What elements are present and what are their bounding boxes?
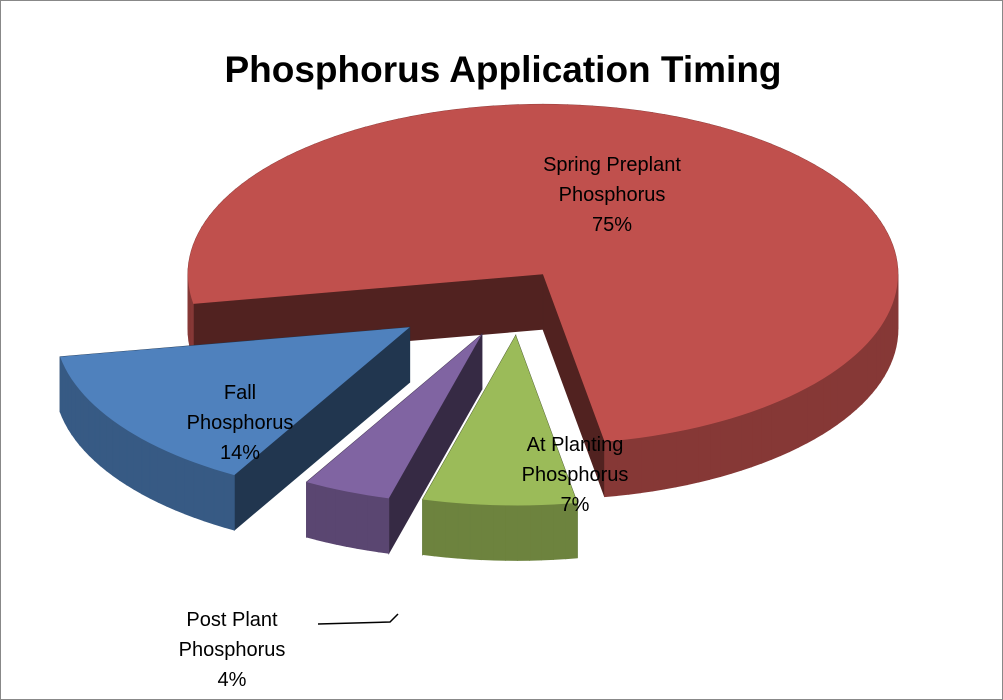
slice-side xyxy=(377,496,390,554)
slice-side xyxy=(315,484,327,543)
slice-side xyxy=(469,503,483,561)
slice-side xyxy=(71,377,76,441)
pie-slice xyxy=(187,103,899,498)
slice-side xyxy=(133,433,143,495)
slice-side xyxy=(99,409,107,472)
slice-side xyxy=(866,336,873,400)
category-label: Post Plant Phosphorus xyxy=(178,609,286,661)
slice-side xyxy=(730,414,742,475)
slice-side xyxy=(876,325,881,389)
slice-side xyxy=(213,468,225,528)
slice-side xyxy=(797,387,808,449)
data-label: At Planting Phosphorus 7% xyxy=(505,430,645,520)
slice-side xyxy=(720,417,732,478)
slice-side xyxy=(203,465,215,525)
slice-side xyxy=(79,388,85,452)
slice-side xyxy=(367,494,379,553)
slice-side xyxy=(106,414,114,477)
slice-side xyxy=(741,411,753,471)
slice-side xyxy=(335,488,348,547)
slice-side xyxy=(843,358,851,421)
category-label: Spring Preplant Phosphorus xyxy=(543,154,681,206)
value-label: 14% xyxy=(219,442,261,464)
pie-slice xyxy=(59,326,411,531)
slice-side xyxy=(112,419,120,482)
slice-side xyxy=(75,383,81,447)
slice-top xyxy=(422,335,578,506)
slice-side xyxy=(119,424,128,486)
data-label: Fall Phosphorus 14% xyxy=(170,378,310,468)
slice-side xyxy=(604,440,618,498)
slice-side xyxy=(789,391,799,453)
slice-side xyxy=(855,347,863,411)
slice-side xyxy=(829,368,838,430)
slice-side xyxy=(433,500,447,558)
slice-side xyxy=(346,490,358,549)
slice-side xyxy=(836,363,845,426)
slice-side xyxy=(88,399,96,462)
slice-side xyxy=(306,481,317,541)
slice-side xyxy=(849,353,857,416)
slice-side xyxy=(356,492,368,551)
slice-side xyxy=(780,395,790,457)
slice-side xyxy=(686,426,699,486)
slice-side xyxy=(822,373,831,435)
leader-line xyxy=(317,613,399,625)
slice-side xyxy=(709,421,721,480)
slice-side xyxy=(871,331,877,395)
slice-side xyxy=(61,362,66,424)
slice-side xyxy=(457,502,471,560)
data-label: Post Plant Phosphorus 4% xyxy=(162,605,302,695)
slice-top xyxy=(187,104,898,442)
slice-side xyxy=(157,446,168,507)
slice-side xyxy=(126,429,135,491)
slice-side xyxy=(422,499,435,557)
slice-side xyxy=(886,309,891,371)
slice-side xyxy=(698,423,711,483)
pie-slice xyxy=(306,332,483,555)
slice-side xyxy=(883,313,888,378)
slice-side xyxy=(814,378,824,440)
slice-side xyxy=(325,486,337,545)
slice-top xyxy=(60,327,410,476)
category-label: Fall Phosphorus xyxy=(186,382,294,434)
slice-side xyxy=(67,372,72,436)
slice-side xyxy=(770,400,781,461)
slice-side xyxy=(149,442,159,503)
data-label: Spring Preplant Phosphorus 75% xyxy=(527,150,697,240)
slice-side xyxy=(193,461,205,522)
category-label: At Planting Phosphorus xyxy=(521,434,629,486)
pie-slice xyxy=(422,333,578,561)
pie xyxy=(59,103,899,561)
chart-title: Phosphorus Application Timing xyxy=(224,49,781,90)
slice-top xyxy=(306,334,482,499)
value-label: 4% xyxy=(217,669,247,691)
slice-side xyxy=(751,407,762,468)
slice-side xyxy=(83,394,90,457)
slice-side xyxy=(94,404,101,467)
slice-side xyxy=(761,403,772,464)
slice-side xyxy=(861,342,868,405)
slice-side xyxy=(663,431,677,490)
slice-side xyxy=(481,504,494,561)
slice-side xyxy=(880,319,885,384)
slice-side xyxy=(652,433,665,492)
value-label: 75% xyxy=(591,214,633,236)
slice-side xyxy=(445,501,459,559)
slice-side xyxy=(675,429,688,488)
slice-side xyxy=(141,438,151,499)
slice-side xyxy=(64,366,69,431)
slice-side xyxy=(806,382,816,444)
slice-side xyxy=(493,504,506,561)
slice-side xyxy=(223,471,235,531)
value-label: 7% xyxy=(560,494,590,516)
